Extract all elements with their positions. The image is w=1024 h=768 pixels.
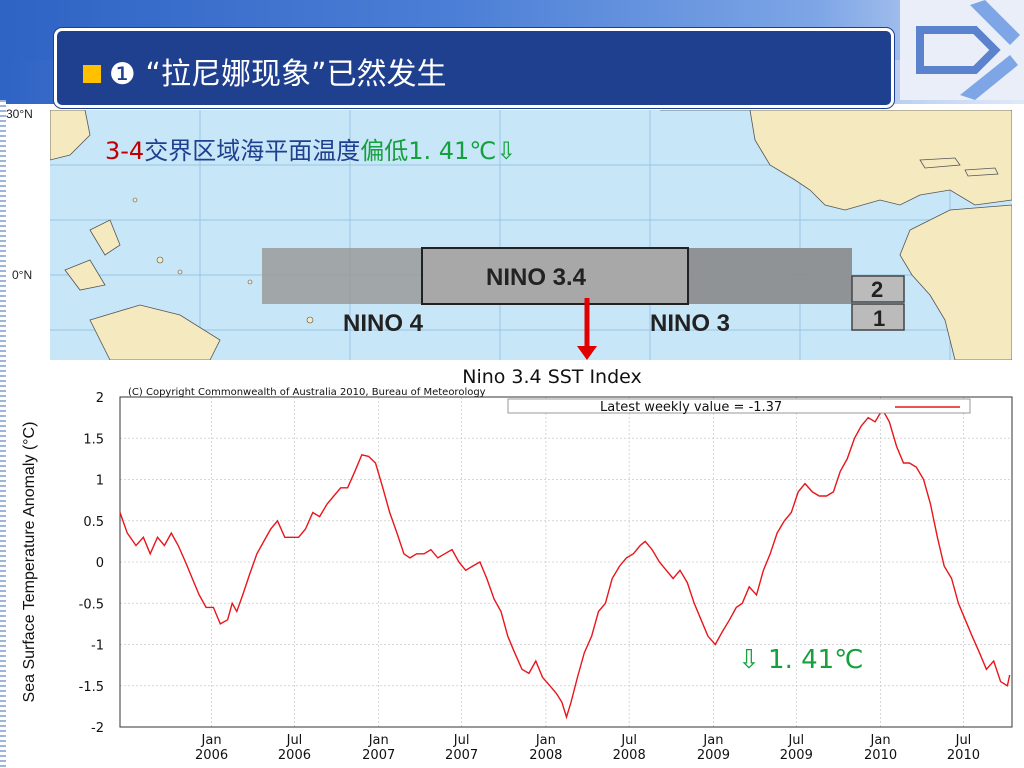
annotation-prefix: 3-4 (105, 137, 145, 165)
x-tick-labels: Jan2006Jul2006Jan2007Jul2007Jan2008Jul20… (195, 733, 980, 763)
y-tick-label: 1.5 (83, 432, 104, 447)
arrow-logo-icon (900, 0, 1024, 100)
left-edge-decoration (0, 100, 6, 768)
y-tick-label: 2 (96, 391, 104, 406)
y-tick-labels: 2 1.5 1 0.5 0 -0.5 -1 -1.5 -2 (79, 391, 104, 736)
legend-box (507, 398, 971, 414)
map-annotation: 3-4交界区域海平面温度偏低1. 41℃⇩ (105, 131, 516, 166)
x-tick-label-month: Jul (787, 733, 804, 748)
y-tick-label: -0.5 (79, 597, 104, 612)
x-tick-label-month: Jan (870, 733, 891, 748)
x-tick-label-month: Jul (453, 733, 470, 748)
slide-title: ❶ “拉尼娜现象”已然发生 (109, 57, 447, 92)
annotation-middle: 交界区域海平面温度 (144, 137, 361, 165)
y-tick-label: 0.5 (83, 515, 104, 530)
y-axis-label: Sea Surface Temperature Anomaly (°C) (21, 422, 38, 703)
x-tick-label-month: Jan (702, 733, 723, 748)
x-tick-label-year: 2008 (613, 748, 646, 763)
y-tick-label: -1 (91, 639, 104, 654)
lat-label-0n: 0°N (12, 268, 33, 282)
x-tick-label-year: 2009 (780, 748, 813, 763)
enso-region-map: NINO 3.4 NINO 4 NINO 3 2 1 (50, 110, 1012, 360)
x-tick-label-month: Jan (201, 733, 222, 748)
x-tick-label-year: 2008 (529, 748, 562, 763)
x-tick-label-month: Jul (286, 733, 303, 748)
annotation-value: 1. 41℃⇩ (408, 137, 517, 165)
nino12-top-label: 2 (871, 277, 883, 302)
x-tick-label-year: 2006 (195, 748, 228, 763)
chart-annotation: ⇩ 1. 41℃ (738, 645, 863, 675)
title-marker-icon (83, 65, 101, 83)
chart-title: Nino 3.4 SST Index (462, 366, 642, 388)
annotation-suffix: 偏低 (360, 137, 409, 165)
nino34-label: NINO 3.4 (486, 264, 587, 291)
legend: Latest weekly value = -1.37 (507, 398, 971, 415)
x-tick-label-year: 2007 (362, 748, 395, 763)
x-tick-label-year: 2010 (864, 748, 897, 763)
x-tick-label-year: 2007 (445, 748, 478, 763)
slide-title-box: ❶ “拉尼娜现象”已然发生 (54, 28, 894, 108)
x-tick-label-month: Jan (535, 733, 556, 748)
y-tick-label: -1.5 (79, 680, 104, 695)
nino12-bottom-label: 1 (873, 306, 885, 331)
legend-label: Latest weekly value = -1.37 (600, 400, 782, 415)
map-graphic: NINO 3.4 NINO 4 NINO 3 2 1 (50, 110, 1012, 360)
plot-frame (119, 396, 1013, 728)
series-line-nino34 (119, 407, 1011, 720)
nino3-label: NINO 3 (650, 310, 730, 337)
land-masses (50, 110, 1012, 360)
x-tick-label-year: 2010 (947, 748, 980, 763)
lat-label-30n: 30°N (6, 107, 33, 121)
nino4-label: NINO 4 (343, 310, 424, 337)
nino34-region (421, 247, 689, 305)
nino34-sst-chart: 21.510.50-0.5-1-1.5-2 Jan2006Jul2006Jan2… (21, 366, 1013, 763)
x-tick-label-month: Jul (620, 733, 637, 748)
y-tick-label: -2 (91, 721, 104, 736)
x-tick-label-year: 2009 (697, 748, 730, 763)
chart-copyright: (C) Copyright Commonwealth of Australia … (128, 387, 486, 398)
x-tick-label-year: 2006 (278, 748, 311, 763)
x-tick-label-month: Jan (368, 733, 389, 748)
y-tick-label: 1 (96, 474, 104, 489)
y-tick-label: 0 (96, 556, 104, 571)
x-tick-label-month: Jul (955, 733, 972, 748)
